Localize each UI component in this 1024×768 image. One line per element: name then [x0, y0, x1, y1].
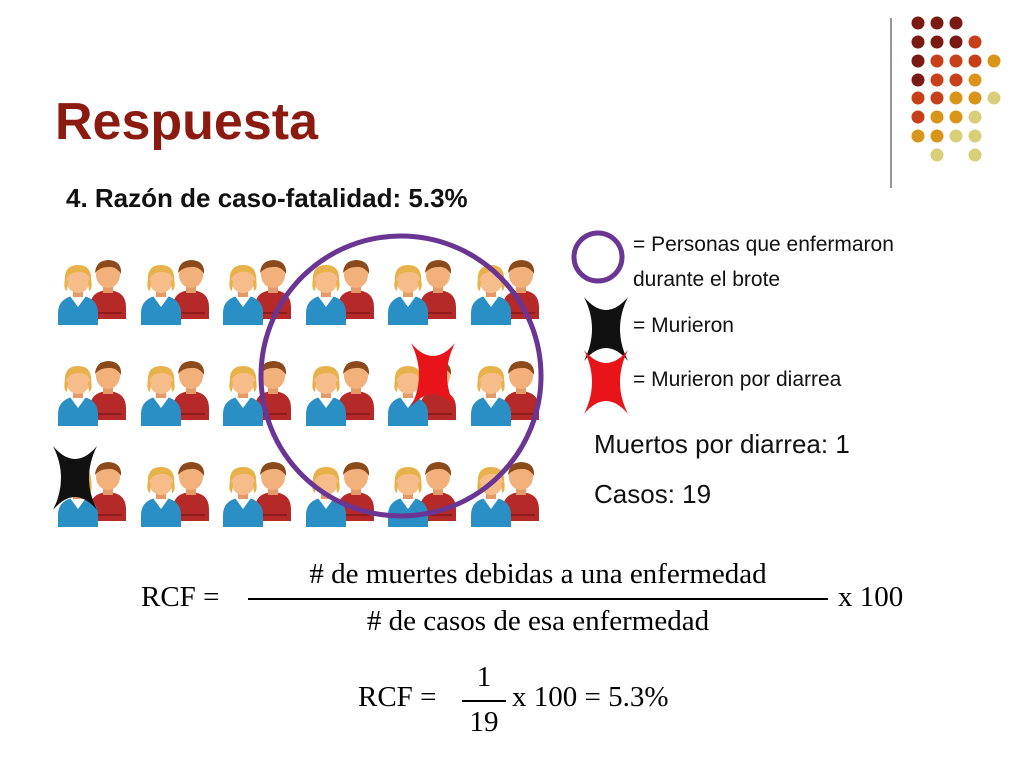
formula1-fraction-bar — [248, 598, 828, 600]
formula1-multiplier: x 100 — [838, 581, 904, 613]
ill-persons-circle — [258, 233, 544, 519]
formula1-numerator: # de muertes debidas a una enfermedad — [309, 558, 767, 590]
formula2-fraction-bar — [462, 700, 506, 702]
formula2-rest: x 100 = 5.3% — [512, 681, 669, 713]
circle-outline-icon — [571, 230, 625, 284]
slide-subtitle: 4. Razón de caso-fatalidad: 5.3% — [66, 183, 468, 213]
formula2-lhs: RCF = — [358, 681, 437, 713]
slide-title: Respuesta — [55, 93, 318, 151]
stat-cases: Casos: 19 — [594, 479, 712, 509]
formula2-numerator: 1 — [476, 661, 492, 693]
formula1-denominator: # de casos de esa enfermedad — [366, 605, 710, 637]
legend-circle-label-line2: durante el brote — [633, 268, 781, 291]
legend-black-x-label: = Murieron — [633, 314, 734, 337]
stat-deaths-diarrhea: Muertos por diarrea: 1 — [594, 429, 850, 459]
formula1-lhs: RCF = — [141, 581, 220, 613]
legend-circle-label-line1: = Personas que enfermaron — [633, 233, 894, 256]
formula2-denominator: 19 — [469, 706, 499, 738]
legend-red-x-label: = Murieron por diarrea — [633, 368, 842, 391]
